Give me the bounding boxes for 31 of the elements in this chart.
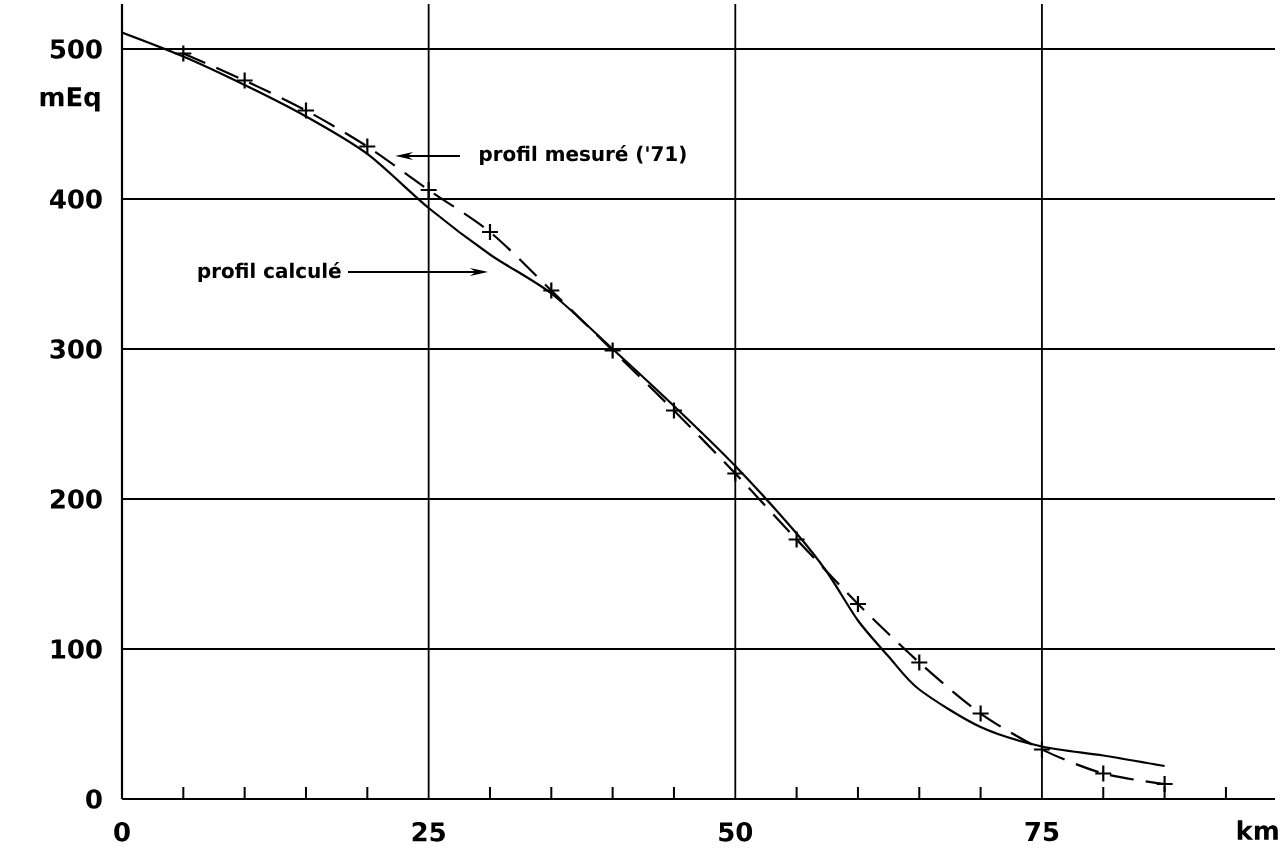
annotation: profil calculé	[198, 261, 341, 283]
point	[664, 401, 684, 420]
point	[1094, 764, 1113, 783]
y-tick-label: 0	[86, 789, 102, 809]
point	[787, 530, 806, 549]
y-tick-label: 400	[50, 189, 102, 209]
point	[480, 222, 500, 242]
point	[603, 341, 622, 360]
y-tick-label: 300	[50, 339, 102, 359]
point	[419, 180, 438, 200]
point	[971, 704, 990, 723]
x-axis-title: km	[1237, 820, 1278, 840]
y-axis-title: mEq	[40, 87, 100, 112]
y-tick-label: 500	[50, 39, 102, 59]
point	[296, 101, 316, 120]
x-tick-label: 75	[1025, 822, 1059, 842]
annotation: profil mesuré ('71)	[480, 144, 686, 166]
x-tick-label: 50	[719, 822, 753, 842]
y-tick-label: 100	[51, 639, 102, 659]
y-tick-label: 200	[50, 489, 102, 509]
point	[1155, 774, 1174, 794]
point	[1032, 740, 1052, 759]
point	[542, 281, 561, 300]
point	[910, 653, 929, 672]
point	[848, 594, 868, 614]
point	[726, 464, 745, 483]
x-tick-label: 25	[412, 822, 445, 842]
point	[358, 137, 377, 156]
x-tick-label: 0	[114, 822, 130, 842]
point	[235, 71, 254, 90]
point	[174, 44, 193, 63]
